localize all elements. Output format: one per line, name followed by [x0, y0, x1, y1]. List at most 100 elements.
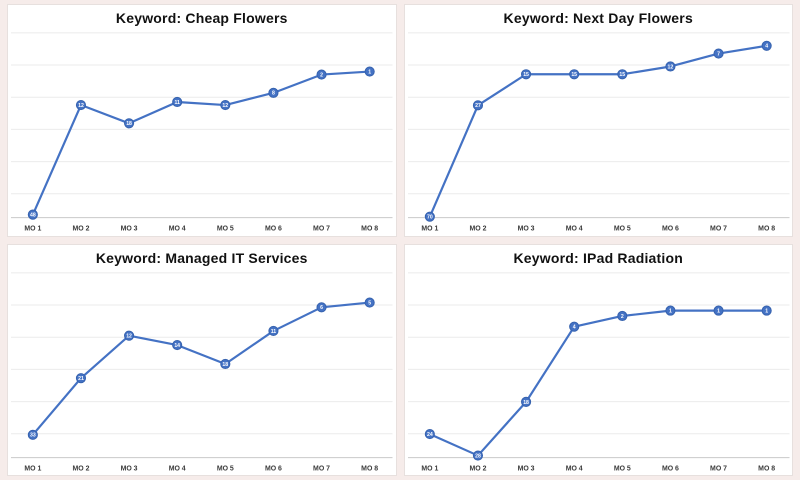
x-axis-label: MO 1	[24, 465, 41, 472]
x-axis-label: MO 6	[661, 226, 678, 233]
data-point-marker	[712, 48, 724, 59]
data-point-label: 12	[78, 103, 84, 109]
data-point-label: 15	[619, 72, 625, 78]
x-axis-label: MO 5	[217, 465, 234, 472]
x-axis-label: MO 1	[24, 226, 41, 233]
gridlines	[407, 32, 790, 195]
chart-title-cheap-flowers: Keyword: Cheap Flowers	[115, 10, 288, 26]
data-point-markers: 48 12 18 11 12 8 2 1	[27, 66, 375, 220]
data-point-marker	[27, 209, 38, 220]
data-point-marker	[316, 301, 327, 312]
data-point-markers: 24 28 18 4 2 1 1 1	[424, 305, 772, 461]
data-point-marker	[424, 428, 435, 439]
data-point-marker	[172, 96, 183, 108]
data-point-label: 7	[717, 51, 720, 57]
data-point-label: 11	[174, 100, 180, 106]
data-point-label: 12	[126, 333, 132, 339]
data-point-label: 1	[668, 308, 671, 314]
data-point-marker	[568, 69, 579, 80]
x-axis-labels: MO 1 MO 2 MO 3 MO 4 MO 5 MO 6 MO 7 MO 8	[421, 226, 775, 233]
chart-panel-cheap-flowers: Keyword: Cheap Flowers 48 12 18 11 12 8 2 1 MO 1…	[7, 4, 397, 237]
data-point-label: 24	[426, 431, 432, 437]
data-point-marker	[172, 339, 183, 350]
x-axis-label: MO 5	[217, 226, 234, 233]
data-point-marker	[268, 325, 279, 336]
data-point-label: 1	[765, 308, 768, 314]
x-axis-label: MO 2	[469, 226, 486, 233]
data-point-label: 14	[174, 342, 180, 348]
data-point-label: 28	[475, 453, 481, 459]
x-axis-label: MO 8	[361, 226, 378, 233]
data-point-marker	[124, 118, 135, 129]
data-point-label: 15	[523, 72, 529, 78]
data-point-marker	[761, 305, 772, 316]
data-point-marker	[364, 297, 375, 308]
data-point-label: 11	[271, 328, 277, 334]
data-point-marker	[568, 321, 579, 332]
data-point-marker	[616, 69, 627, 80]
data-point-marker	[712, 305, 724, 316]
data-point-label: 1	[717, 308, 720, 314]
chart-title-ipad-radiation: Keyword: IPad Radiation	[513, 249, 683, 266]
x-axis-labels: MO 1 MO 2 MO 3 MO 4 MO 5 MO 6 MO 7 MO 8	[24, 465, 378, 472]
data-point-marker	[472, 449, 483, 461]
x-axis-label: MO 4	[565, 465, 582, 472]
data-point-label: 21	[78, 376, 84, 382]
data-point-label: 18	[126, 121, 132, 127]
data-point-label: 70	[426, 215, 432, 221]
x-axis-label: MO 3	[121, 226, 138, 233]
x-axis-labels: MO 1 MO 2 MO 3 MO 4 MO 5 MO 6 MO 7 MO 8	[421, 465, 775, 472]
x-axis-label: MO 1	[421, 226, 438, 233]
data-point-marker	[75, 372, 87, 383]
x-axis-label: MO 3	[121, 465, 138, 472]
x-axis-label: MO 2	[72, 226, 89, 233]
data-point-marker	[520, 69, 531, 80]
data-point-marker	[75, 99, 87, 111]
data-point-label: 18	[222, 361, 228, 367]
data-point-marker	[616, 310, 627, 321]
data-point-marker	[220, 358, 231, 369]
x-axis-label: MO 3	[517, 465, 534, 472]
data-point-marker	[472, 100, 483, 111]
x-axis-label: MO 4	[565, 226, 582, 233]
x-axis-label: MO 2	[469, 465, 486, 472]
x-axis-labels: MO 1 MO 2 MO 3 MO 4 MO 5 MO 6 MO 7 MO 8	[24, 226, 378, 233]
data-point-label: 12	[222, 103, 228, 109]
data-point-marker	[124, 330, 135, 341]
x-axis-label: MO 7	[313, 226, 330, 233]
gridlines	[10, 271, 393, 434]
chart-panel-managed-it-services: Keyword: Managed IT Services 33 21 12 14 18 1…	[7, 243, 397, 476]
x-axis-label: MO 4	[169, 465, 186, 472]
x-axis-label: MO 4	[169, 226, 186, 233]
x-axis-label: MO 6	[661, 465, 678, 472]
data-point-label: 2	[620, 313, 623, 319]
data-point-label: 15	[571, 72, 577, 78]
data-point-label: 8	[272, 91, 275, 97]
data-point-marker	[220, 99, 231, 111]
x-axis-label: MO 2	[72, 465, 89, 472]
data-point-label: 18	[523, 399, 529, 405]
data-point-marker	[268, 87, 279, 98]
x-axis-label: MO 8	[361, 465, 378, 472]
data-point-label: 4	[572, 324, 575, 330]
x-axis-label: MO 5	[613, 226, 630, 233]
data-point-marker	[664, 61, 675, 72]
x-axis-label: MO 3	[517, 226, 534, 233]
x-axis-label: MO 8	[758, 465, 775, 472]
x-axis-label: MO 7	[313, 465, 330, 472]
series-line	[428, 44, 768, 218]
gridlines	[407, 271, 790, 434]
data-point-marker	[520, 396, 531, 407]
data-point-label: 12	[667, 64, 673, 70]
series-line	[428, 309, 768, 457]
gridlines	[10, 32, 393, 195]
data-point-marker	[761, 40, 772, 51]
data-point-label: 48	[30, 213, 36, 219]
x-axis-label: MO 6	[265, 465, 282, 472]
chart-title-next-day-flowers: Keyword: Next Day Flowers	[503, 10, 693, 26]
